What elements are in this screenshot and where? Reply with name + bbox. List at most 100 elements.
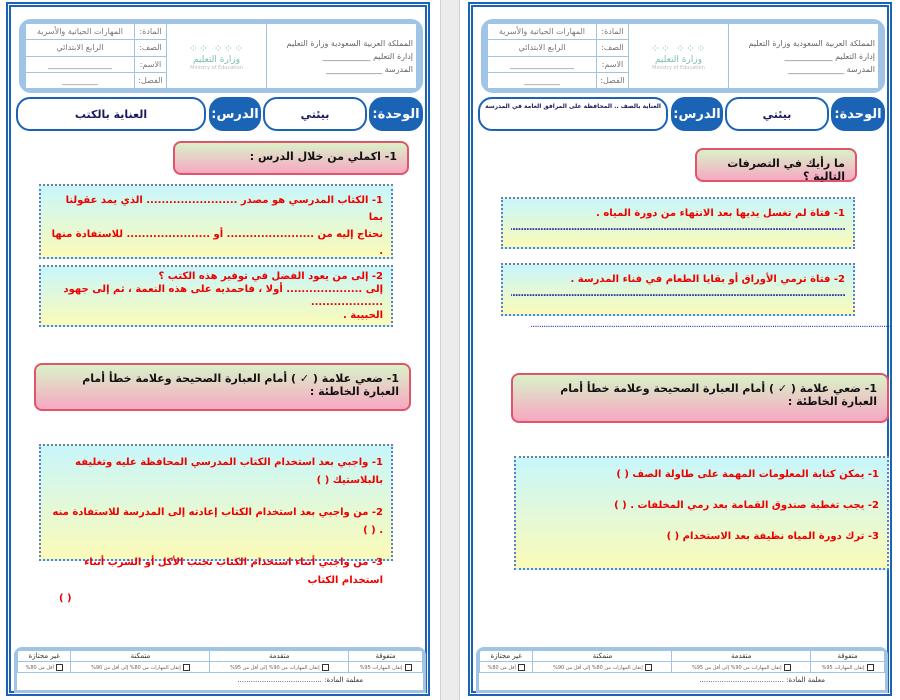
level-advanced: متقدمة: [209, 650, 350, 662]
checkbox-excellent[interactable]: [866, 663, 874, 671]
section1-title: 1- اكملي من خلال الدرس :: [173, 141, 409, 175]
grade-value: الرابع الابتدائي: [487, 39, 597, 57]
level-excellent: متفوقة: [810, 650, 885, 662]
class-label: الفصل:: [596, 71, 629, 90]
checkbox-proficient[interactable]: [644, 663, 652, 671]
unit-label: الوحدة:: [369, 97, 423, 131]
header-table: المملكة العربية السعودية وزارة التعليم إ…: [25, 22, 417, 90]
criteria-excellent: إتقان المهارات 95%: [359, 664, 403, 671]
checkbox-excellent[interactable]: [404, 663, 412, 671]
answer-line-1[interactable]: ........................................…: [511, 222, 845, 233]
ministry-block: المملكة العربية السعودية وزارة التعليم إ…: [266, 23, 417, 89]
grading-footer: متفوقة متقدمة متمكنة غير مجتازة إتقان ال…: [476, 647, 888, 693]
question-box-1: 1- فتاة لم تغسل يديها بعد الانتهاء من دو…: [501, 197, 855, 249]
criteria-advanced: إتقان المهارات من 90% إلى أقل من 95%: [691, 664, 782, 671]
statement-3-answer[interactable]: ( ): [59, 593, 72, 604]
statement-3: 3- ترك دورة المياه نظيفة بعد الاستخدام (…: [666, 531, 879, 542]
logo-text: وزارة التعليم: [654, 54, 703, 65]
header-box: المملكة العربية السعودية وزارة التعليم إ…: [481, 19, 885, 93]
level-advanced: متقدمة: [671, 650, 812, 662]
section2-title: 1- ضعي علامة ( ✓ ) أمام العبارة الصحيحة …: [34, 363, 411, 411]
section1-title: ما رأيك في التصرفات التالية ؟: [695, 148, 857, 183]
subject-label: المادة:: [596, 22, 629, 41]
edu-admin-field: إدارة التعليم ____________: [322, 51, 413, 61]
answer-line-3[interactable]: ........................................…: [530, 319, 890, 330]
answer-line-2[interactable]: ........................................…: [511, 288, 845, 299]
question-1-line-2: نحتاج إليه من ....................... أو…: [51, 229, 383, 257]
question-2-line-3: الحبيبة .: [343, 310, 383, 321]
question-2-line-1: 2- إلى من يعود الفضل في توفير هذه الكتب …: [158, 271, 383, 282]
question-box-2: 2- إلى من يعود الفضل في توفير هذه الكتب …: [39, 265, 393, 327]
level-not-passed: غير مجتازة: [16, 650, 72, 662]
ministry-logo: ⁘⁘⁘ ⁘⁘ وزارة التعليم Ministry of Educati…: [166, 23, 267, 89]
criteria-advanced: إتقان المهارات من 90% إلى أقل من 95%: [229, 664, 320, 671]
level-proficient: متمكنة: [70, 650, 211, 662]
ministry-emblem-text: المملكة العربية السعودية وزارة التعليم: [286, 38, 414, 48]
ministry-block: المملكة العربية السعودية وزارة التعليم إ…: [728, 23, 879, 89]
logo-subtext: Ministry of Education: [190, 64, 243, 71]
worksheet-page-2: المملكة العربية السعودية وزارة التعليم إ…: [468, 2, 892, 696]
question-1-text: 1- فتاة لم تغسل يديها بعد الانتهاء من دو…: [596, 208, 845, 219]
name-label: الاسم:: [134, 55, 167, 73]
checkbox-advanced[interactable]: [783, 663, 791, 671]
level-proficient: متمكنة: [532, 650, 673, 662]
lesson-label: الدرس:: [209, 97, 261, 131]
unit-label: الوحدة:: [831, 97, 885, 131]
question-2-text: 2- فتاة ترمي الأوراق أو بقايا الطعام في …: [570, 274, 845, 285]
unit-value: بيئتي: [263, 97, 367, 131]
teacher-signature: معلمة المادة: ..........................…: [237, 676, 363, 684]
subject-label: المادة:: [134, 22, 167, 41]
grade-label: الصف:: [596, 39, 629, 57]
true-false-box: 1- يمكن كتابة المعلومات المهمة على طاولة…: [514, 456, 889, 570]
criteria-not-passed: أقل من 80%: [25, 664, 54, 671]
lesson-value: العناية بالكتب: [16, 97, 206, 131]
logo-text: وزارة التعليم: [192, 54, 241, 65]
ministry-logo: ⁘⁘⁘ ⁘⁘ وزارة التعليم Ministry of Educati…: [628, 23, 729, 89]
grade-label: الصف:: [134, 39, 167, 57]
checkbox-proficient[interactable]: [182, 663, 190, 671]
page-separator: [440, 0, 460, 700]
worksheet-page-1: المملكة العربية السعودية وزارة التعليم إ…: [6, 2, 430, 696]
school-field: المدرسة ______________: [788, 64, 875, 74]
grade-value: الرابع الابتدائي: [25, 39, 135, 57]
statement-1: 1- يمكن كتابة المعلومات المهمة على طاولة…: [616, 469, 879, 480]
checkbox-not-passed[interactable]: [517, 663, 525, 671]
statement-2: 2- من واجبي بعد استخدام الكتاب إعادته إل…: [52, 507, 384, 536]
subject-value: المهارات الحياتية والأسرية: [487, 22, 597, 41]
level-excellent: متفوقة: [348, 650, 423, 662]
class-field[interactable]: _________: [487, 71, 597, 90]
subject-value: المهارات الحياتية والأسرية: [25, 22, 135, 41]
name-label: الاسم:: [596, 55, 629, 73]
statement-2: 2- يجب تغطية صندوق القمامة بعد رمي المخل…: [614, 500, 879, 511]
criteria-proficient: إتقان المهارات من 80% إلى أقل من 90%: [553, 664, 643, 671]
question-box-2: 2- فتاة ترمي الأوراق أو بقايا الطعام في …: [501, 263, 855, 316]
header-table: المملكة العربية السعودية وزارة التعليم إ…: [487, 22, 879, 90]
question-box-1: 1- الكتاب المدرسي هو مصدر ..............…: [39, 184, 393, 259]
logo-subtext: Ministry of Education: [652, 64, 705, 71]
true-false-box: 1- واجبي بعد استخدام الكتاب المدرسي المح…: [39, 444, 393, 604]
class-label: الفصل:: [134, 71, 167, 90]
name-field[interactable]: ________________: [25, 55, 135, 73]
school-field: المدرسة ______________: [326, 64, 413, 74]
lesson-label: الدرس:: [671, 97, 723, 131]
header-box: المملكة العربية السعودية وزارة التعليم إ…: [19, 19, 423, 93]
teacher-signature: معلمة المادة: ..........................…: [699, 676, 825, 684]
section2-title: 1- ضعي علامة ( ✓ ) أمام العبارة الصحيحة …: [511, 373, 889, 423]
checkbox-advanced[interactable]: [321, 663, 329, 671]
statement-3: 3- من واجبي أثناء استخدام الكتاب تجنب ال…: [84, 557, 383, 586]
criteria-proficient: إتقان المهارات من 80% إلى أقل من 90%: [91, 664, 181, 671]
level-not-passed: غير مجتازة: [478, 650, 534, 662]
grading-footer: متفوقة متقدمة متمكنة غير مجتازة إتقان ال…: [14, 647, 426, 693]
unit-value: بيئتي: [725, 97, 829, 131]
criteria-not-passed: أقل من 80%: [487, 664, 516, 671]
question-1-line-1: 1- الكتاب المدرسي هو مصدر ..............…: [65, 195, 383, 223]
question-2-line-2: إلى .................... أولا ، فاحمديه …: [63, 284, 384, 308]
name-field[interactable]: ________________: [487, 55, 597, 73]
grading-table: متفوقة متقدمة متمكنة غير مجتازة إتقان ال…: [16, 650, 423, 673]
edu-admin-field: إدارة التعليم ____________: [784, 51, 875, 61]
lesson-value: العناية بالصف .. المحافظة على المرافق ال…: [478, 97, 668, 131]
criteria-excellent: إتقان المهارات 95%: [821, 664, 865, 671]
checkbox-not-passed[interactable]: [55, 663, 63, 671]
grading-table: متفوقة متقدمة متمكنة غير مجتازة إتقان ال…: [478, 650, 885, 673]
class-field[interactable]: _________: [25, 71, 135, 90]
